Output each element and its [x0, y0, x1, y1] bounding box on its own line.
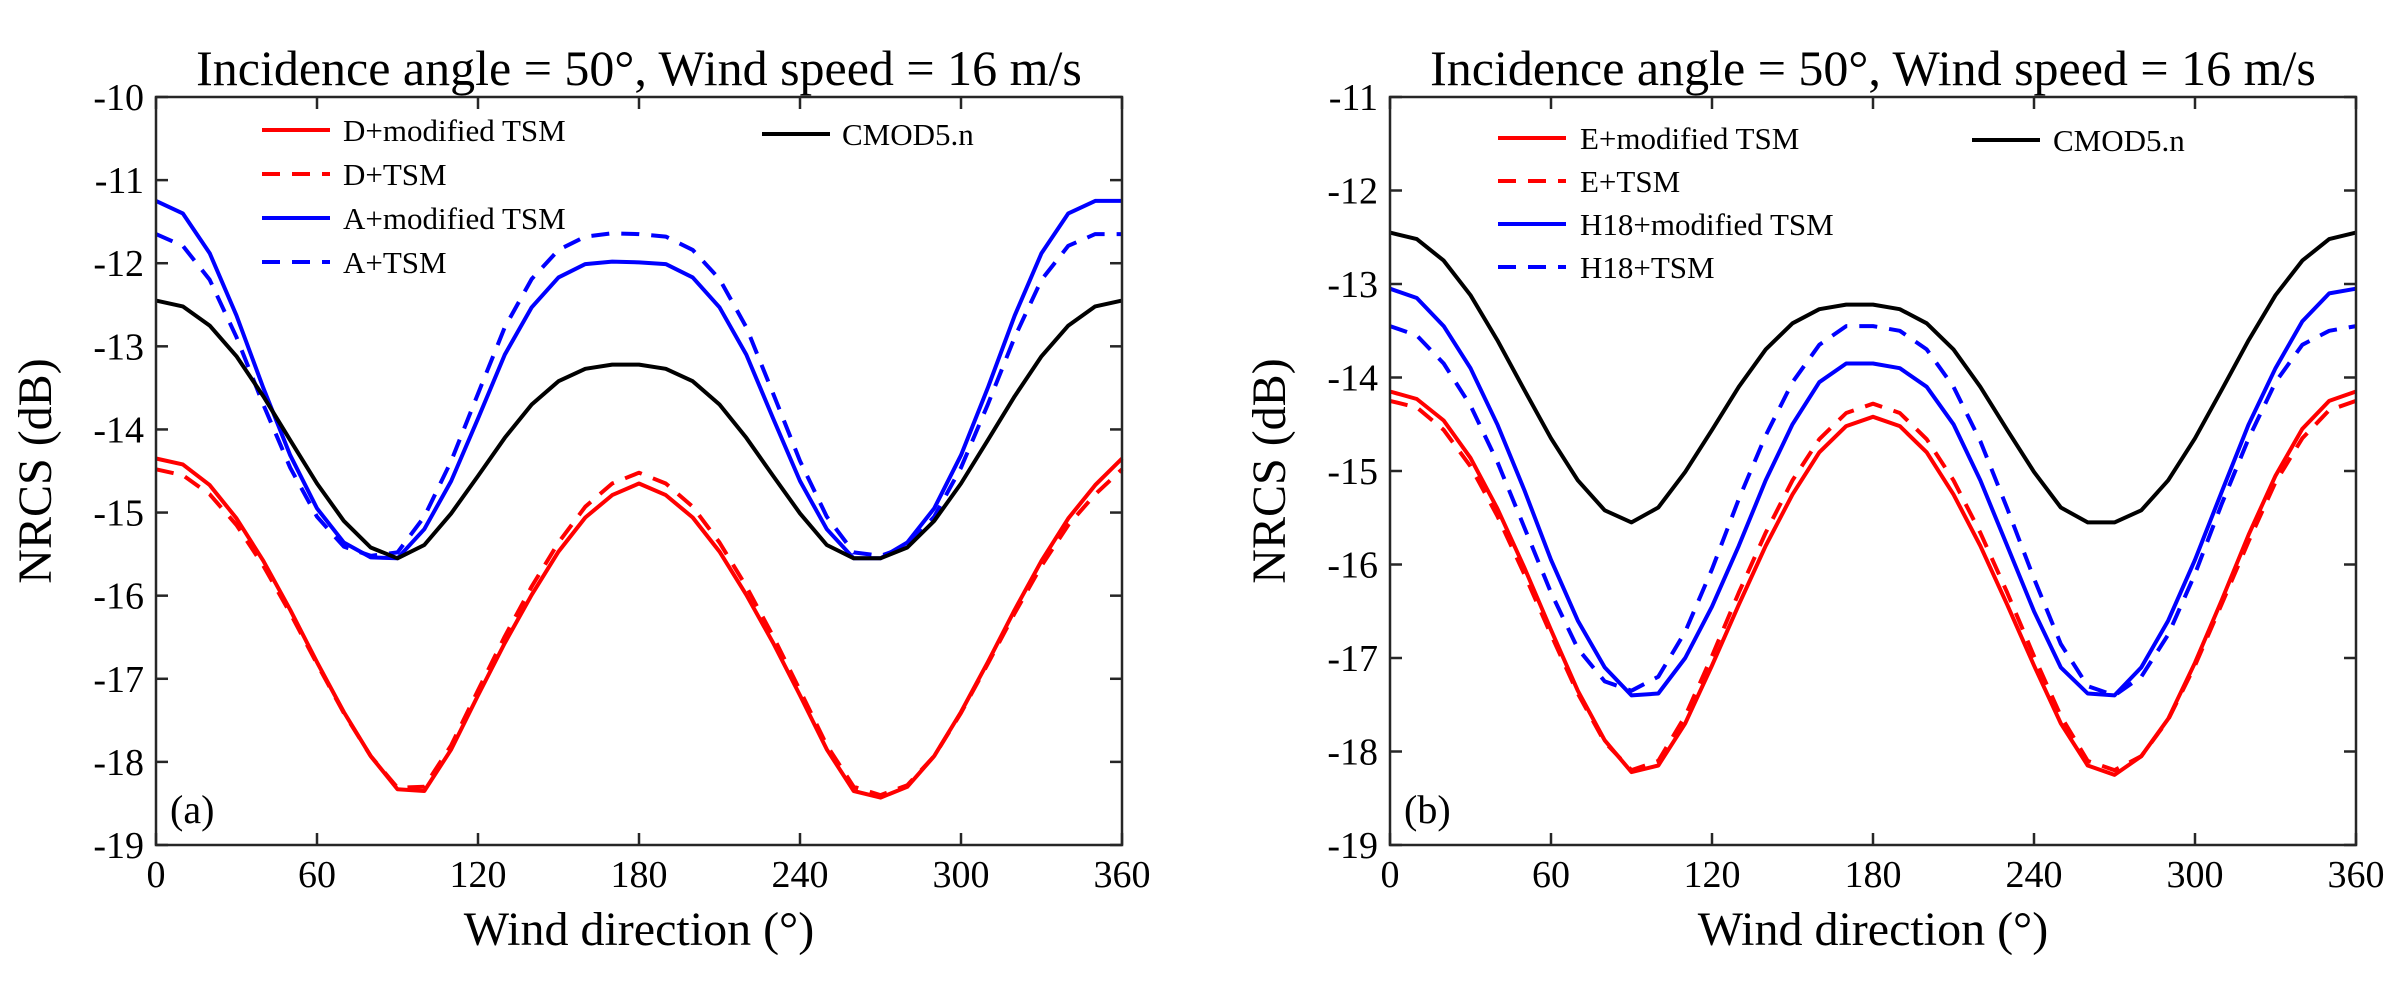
- x-tick-label: 300: [933, 854, 990, 896]
- y-tick-label: -10: [93, 77, 144, 119]
- y-tick-label: -15: [93, 493, 144, 535]
- y-tick-label: -16: [1327, 545, 1378, 587]
- legend-entry: D+modified TSM: [343, 113, 566, 148]
- x-tick-label: 0: [147, 854, 166, 896]
- y-tick-label: -14: [1327, 358, 1378, 400]
- y-tick-label: -18: [93, 742, 144, 784]
- y-axis-label: NRCS (dB): [9, 358, 62, 583]
- y-tick-label: -17: [93, 659, 144, 701]
- legend-entry: H18+TSM: [1580, 250, 1715, 285]
- y-tick-label: -19: [93, 825, 144, 867]
- x-tick-label: 300: [2167, 854, 2224, 896]
- y-tick-label: -14: [93, 409, 144, 451]
- x-tick-label: 240: [772, 854, 829, 896]
- y-tick-label: -18: [1327, 732, 1378, 774]
- y-tick-label: -19: [1327, 825, 1378, 867]
- x-tick-label: 120: [450, 854, 507, 896]
- x-tick-label: 180: [1845, 854, 1902, 896]
- x-tick-label: 240: [2006, 854, 2063, 896]
- x-axis-label: Wind direction (°): [464, 903, 814, 956]
- y-axis-label: NRCS (dB): [1243, 358, 1296, 583]
- legend: D+modified TSM D+TSM A+modified TSM A+TSM CM…: [262, 113, 974, 280]
- chart-panel-b: 0 60 120 180 240 300 360 -19 -18 -17 -16 -15 -14 -13 -…: [1243, 40, 2385, 956]
- series-line-d-modified-tsm: [155, 456, 1124, 800]
- chart-title: Incidence angle = 50°, Wind speed = 16 m…: [196, 40, 1082, 96]
- chart-panel-a: 0 60 120 180 240 300 360 -19 -18 -17 -16 -15 -14 -13 -…: [9, 40, 1151, 956]
- x-tick-label: 180: [611, 854, 668, 896]
- y-tick-label: -12: [93, 243, 144, 285]
- legend-entry: E+modified TSM: [1580, 121, 1799, 156]
- legend-entry: E+TSM: [1580, 164, 1680, 199]
- series-line-h18-modified-tsm: [1389, 286, 2357, 698]
- series-line-e-modified-tsm: [1389, 389, 2357, 777]
- legend: E+modified TSM E+TSM H18+modified TSM H18+T…: [1498, 121, 2185, 285]
- legend-entry: A+TSM: [343, 245, 447, 280]
- x-tick-label: 360: [2328, 854, 2385, 896]
- x-tick-label: 60: [298, 854, 336, 896]
- series-line-a-tsm: [155, 231, 1122, 558]
- y-tick-label: -12: [1327, 171, 1378, 213]
- y-tick-label: -13: [1327, 264, 1378, 306]
- y-tick-label: -11: [95, 160, 144, 202]
- legend-entry: A+modified TSM: [343, 201, 566, 236]
- series-line-h18-tsm: [1389, 324, 2357, 698]
- plot-frame: [1388, 95, 2358, 847]
- x-tick-label: 0: [1381, 854, 1400, 896]
- y-tick-label: -15: [1327, 451, 1378, 493]
- y-tick-label: -17: [1327, 638, 1378, 680]
- panel-label: (a): [170, 787, 214, 832]
- series-line-e-tsm: [1389, 398, 2357, 773]
- x-tick-label: 60: [1532, 854, 1570, 896]
- legend-entry: D+TSM: [343, 157, 447, 192]
- y-tick-label: -16: [93, 576, 144, 618]
- y-tick-label: -11: [1329, 77, 1378, 119]
- chart-title: Incidence angle = 50°, Wind speed = 16 m…: [1430, 40, 2316, 96]
- series-line-cmod5-n: [155, 298, 1123, 561]
- panel-label: (b): [1404, 787, 1451, 832]
- y-tick-label: -13: [93, 326, 144, 368]
- series-line-d-tsm: [155, 467, 1124, 798]
- legend-entry: CMOD5.n: [842, 117, 974, 152]
- series-line-cmod5-n: [1389, 230, 2357, 525]
- x-tick-label: 360: [1094, 854, 1151, 896]
- x-axis-label: Wind direction (°): [1698, 903, 2048, 956]
- x-tick-label: 120: [1684, 854, 1741, 896]
- legend-entry: CMOD5.n: [2053, 123, 2185, 158]
- legend-entry: H18+modified TSM: [1580, 207, 1834, 242]
- series-line-a-modified-tsm: [155, 198, 1122, 561]
